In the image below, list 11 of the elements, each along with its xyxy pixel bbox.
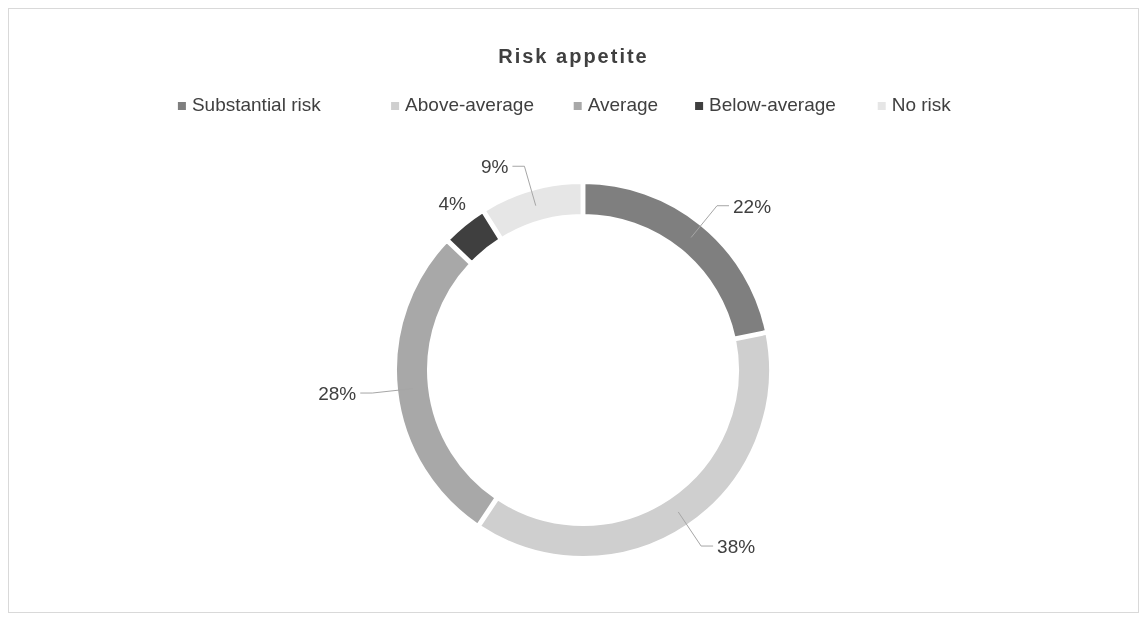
legend-label: Below-average — [709, 94, 836, 115]
data-label: 9% — [480, 156, 509, 178]
chart-title: Risk appetite — [498, 45, 649, 67]
data-label: 4% — [438, 192, 466, 214]
legend-label: Average — [587, 94, 659, 115]
data-label: 38% — [717, 536, 756, 558]
data-label: 22% — [733, 195, 772, 217]
data-label: 28% — [318, 383, 357, 405]
legend-label: Above-average — [405, 94, 534, 115]
legend-label: No risk — [891, 94, 952, 115]
legend-label: Substantial risk — [191, 94, 322, 115]
